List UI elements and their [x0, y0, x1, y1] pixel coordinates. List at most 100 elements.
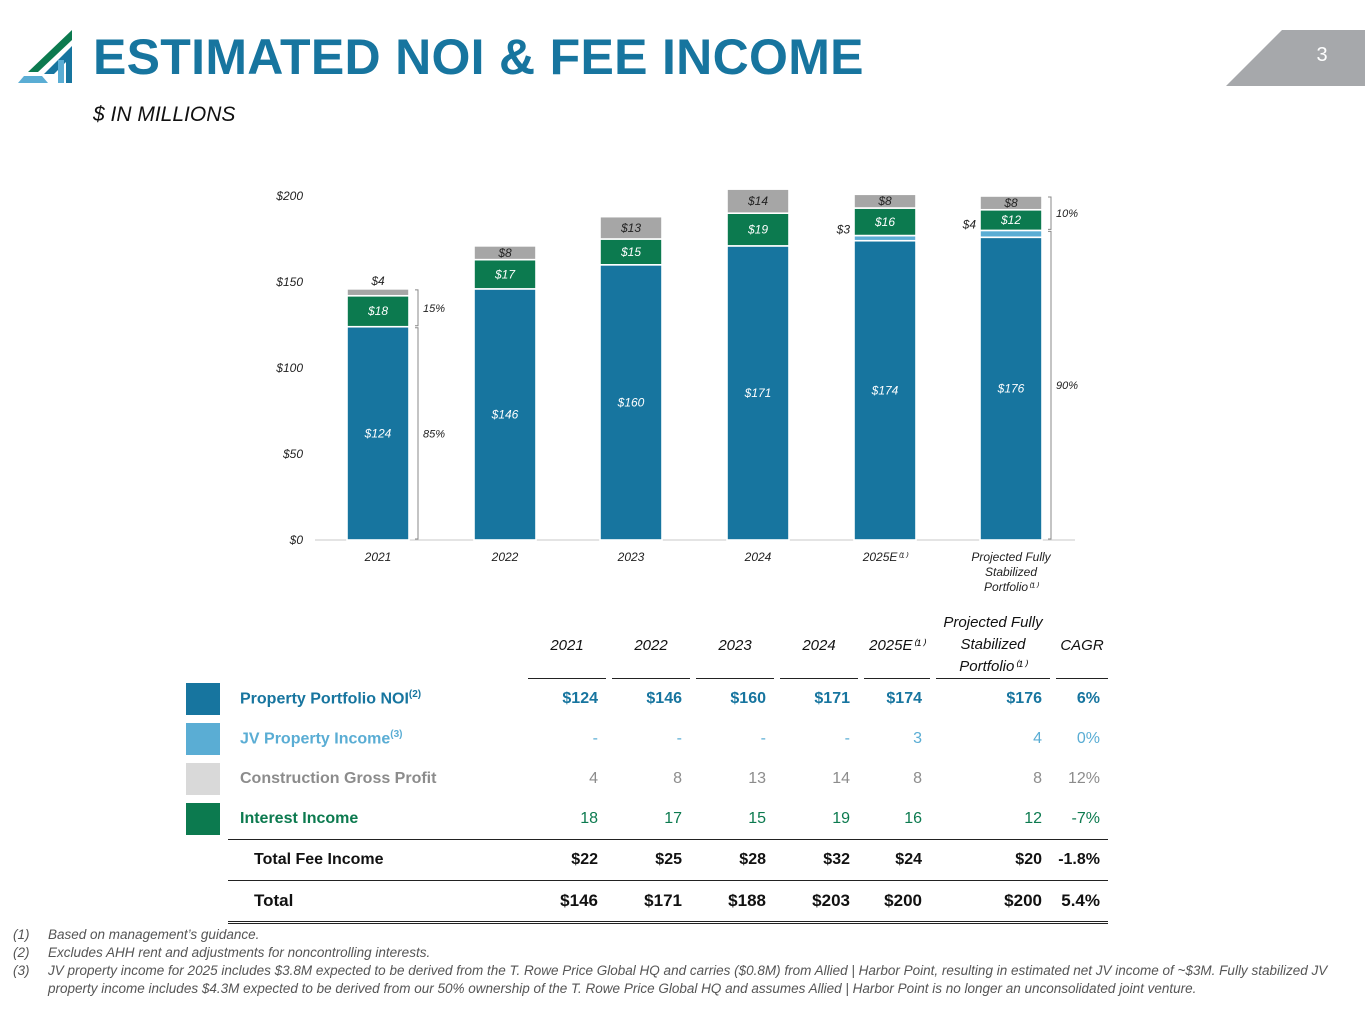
- table-cell: $146: [528, 880, 606, 924]
- table-cell: -: [592, 730, 598, 747]
- table-cell: $203: [780, 880, 858, 924]
- table-cell: 5.4%: [1056, 880, 1108, 924]
- col-header: 2022: [612, 612, 690, 679]
- bar-segment: [346, 294, 410, 328]
- table-header-row: 2021 2022 2023 2024 2025E⁽¹⁾ Projected F…: [186, 612, 1108, 679]
- table-cell: $24: [864, 839, 930, 881]
- table-cell: $124: [562, 690, 598, 707]
- data-label: $8: [497, 246, 512, 260]
- table-cell: $32: [780, 839, 858, 881]
- bar-segment: [979, 236, 1043, 541]
- table-cell: $200: [936, 880, 1050, 924]
- bar-segment: [473, 258, 537, 290]
- page-number: 3: [1316, 44, 1328, 66]
- table-cell: 15: [748, 810, 766, 827]
- data-label: $12: [1000, 213, 1021, 227]
- x-tick-label: 2025E⁽¹⁾: [862, 550, 909, 564]
- table-cell: $174: [886, 690, 922, 707]
- x-tick-label: 2024: [744, 550, 772, 564]
- x-tick-label: Portfolio⁽¹⁾: [984, 580, 1039, 594]
- table-cell: 17: [664, 810, 682, 827]
- data-label: $17: [494, 267, 516, 281]
- data-label: $160: [617, 395, 645, 409]
- table-row: Construction Gross Profit 4 8 13 14 8 8 …: [186, 759, 1108, 799]
- x-tick-label: Stabilized: [985, 565, 1037, 579]
- table-cell: $200: [864, 880, 930, 924]
- percent-label: 10%: [1056, 208, 1078, 220]
- table-cell: 19: [832, 810, 850, 827]
- x-tick-label: 2022: [491, 550, 519, 564]
- bar-segment: [599, 215, 663, 240]
- x-tick-label: 2021: [364, 550, 392, 564]
- bar-segment: [979, 195, 1043, 211]
- x-tick-label: 2023: [617, 550, 645, 564]
- row-label: Interest Income: [240, 810, 359, 827]
- bar-segment: [473, 288, 537, 541]
- row-label: Construction Gross Profit: [240, 770, 437, 787]
- bar-segment: [346, 325, 410, 541]
- legend-swatch-cgp: [186, 763, 220, 795]
- percent-bracket: [415, 289, 419, 327]
- legend-swatch-interest: [186, 803, 220, 836]
- table-row-total-fee: Total Fee Income $22 $25 $28 $32 $24 $20…: [186, 839, 1108, 881]
- data-label: $18: [367, 304, 388, 318]
- page-title: ESTIMATED NOI & FEE INCOME: [93, 29, 864, 85]
- data-label: $4: [370, 274, 385, 288]
- table-cell: 0%: [1076, 730, 1100, 747]
- col-header: 2023: [696, 612, 774, 679]
- page-subtitle: $ IN MILLIONS: [93, 103, 236, 126]
- y-tick-label: $150: [275, 275, 303, 289]
- table-cell: 18: [580, 810, 598, 827]
- bar-segment: [726, 245, 790, 541]
- table-cell: $28: [696, 839, 774, 881]
- table-cell: 6%: [1076, 690, 1100, 707]
- percent-bracket: [415, 327, 419, 540]
- footnote: (1) Based on management’s guidance.: [13, 927, 260, 942]
- data-label: $8: [877, 194, 892, 208]
- table-row: Property Portfolio NOI(2) $124 $146 $160…: [186, 679, 1108, 720]
- data-label: $16: [874, 215, 895, 229]
- y-tick-label: $0: [289, 533, 304, 547]
- legend-swatch-noi: [186, 682, 220, 715]
- table-cell: 8: [673, 770, 682, 787]
- row-label: JV Property Income(3): [240, 729, 403, 748]
- table-cell: $20: [936, 839, 1050, 881]
- legend-swatch-jv: [186, 723, 220, 755]
- table-cell: 12%: [1067, 770, 1100, 787]
- table-cell: -: [676, 730, 682, 747]
- col-header-cagr: CAGR: [1056, 612, 1108, 679]
- table-cell: 8: [913, 770, 922, 787]
- footnotes: (1) Based on management’s guidance. (2) Ex…: [13, 926, 1353, 998]
- table-cell: $171: [612, 880, 690, 924]
- y-tick-label: $200: [275, 189, 303, 203]
- table-cell: 12: [1024, 810, 1042, 827]
- bar-segment: [473, 245, 537, 261]
- table-cell: 8: [1033, 770, 1042, 787]
- data-label: $13: [620, 221, 641, 235]
- table-cell: 4: [1033, 730, 1042, 747]
- table-cell: -: [760, 730, 766, 747]
- data-label: $8: [1003, 196, 1018, 210]
- table-cell: $176: [1006, 690, 1042, 707]
- data-label: $176: [997, 382, 1025, 396]
- data-label: $3: [836, 223, 851, 237]
- data-label: $15: [620, 245, 641, 259]
- table-cell: -1.8%: [1056, 839, 1108, 881]
- stacked-bar-chart: $0 $50 $100 $150 $200 $124 $18 $4 2021 $146 $17 $8 2…: [275, 188, 1078, 594]
- bar-segment: [853, 207, 917, 237]
- bar-segment: [346, 288, 410, 297]
- table-cell: 4: [589, 770, 598, 787]
- table-cell: 13: [748, 770, 766, 787]
- bar-segment: [726, 212, 790, 247]
- percent-label: 90%: [1056, 380, 1078, 392]
- col-header: 2024: [780, 612, 858, 679]
- y-tick-label: $50: [282, 447, 303, 461]
- company-logo: [18, 30, 72, 83]
- table-row: Interest Income 18 17 15 19 16 12 -7%: [186, 799, 1108, 840]
- income-table: 2021 2022 2023 2024 2025E⁽¹⁾ Projected F…: [186, 612, 1108, 924]
- footnote: (2) Excludes AHH rent and adjustments for…: [13, 945, 431, 960]
- data-label: $19: [747, 223, 768, 237]
- data-label: $14: [747, 194, 768, 208]
- bar-segment: [599, 238, 663, 266]
- table-row: JV Property Income(3) - - - - 3 4 0%: [186, 719, 1108, 759]
